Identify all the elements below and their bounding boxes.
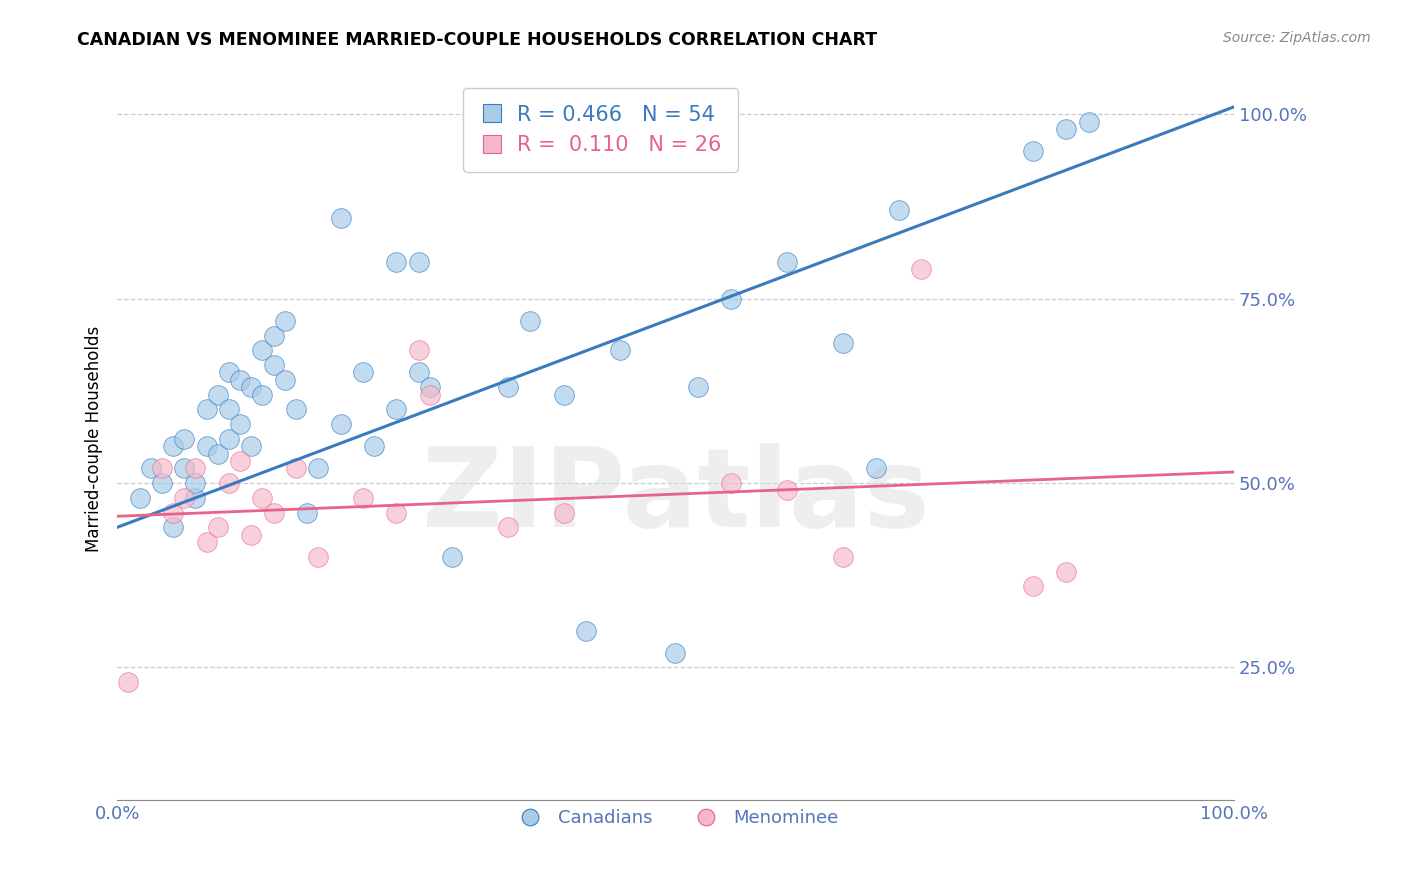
Point xyxy=(263,506,285,520)
Point xyxy=(184,461,207,475)
Point xyxy=(218,402,240,417)
Point xyxy=(408,366,430,380)
Point xyxy=(240,439,263,453)
Point xyxy=(385,255,408,269)
Point xyxy=(865,461,887,475)
Point xyxy=(173,491,195,505)
Point xyxy=(263,328,285,343)
Point xyxy=(173,461,195,475)
Point xyxy=(307,549,329,564)
Point xyxy=(252,343,274,358)
Point xyxy=(832,549,855,564)
Point xyxy=(195,439,218,453)
Point xyxy=(295,506,318,520)
Point xyxy=(229,454,252,468)
Point xyxy=(218,476,240,491)
Point xyxy=(128,491,150,505)
Text: CANADIAN VS MENOMINEE MARRIED-COUPLE HOUSEHOLDS CORRELATION CHART: CANADIAN VS MENOMINEE MARRIED-COUPLE HOU… xyxy=(77,31,877,49)
Point xyxy=(352,491,374,505)
Point xyxy=(496,380,519,394)
Point xyxy=(419,380,441,394)
Point xyxy=(776,483,799,498)
Point xyxy=(184,476,207,491)
Point xyxy=(1054,565,1077,579)
Point xyxy=(776,255,799,269)
Point xyxy=(720,292,742,306)
Point xyxy=(229,373,252,387)
Point xyxy=(1054,122,1077,136)
Point xyxy=(441,549,464,564)
Point xyxy=(207,520,229,534)
Point xyxy=(553,506,575,520)
Point xyxy=(162,506,184,520)
Point xyxy=(408,343,430,358)
Point xyxy=(419,387,441,401)
Point xyxy=(1077,114,1099,128)
Point xyxy=(150,476,173,491)
Point xyxy=(575,624,598,638)
Point xyxy=(832,335,855,350)
Point xyxy=(408,255,430,269)
Point xyxy=(173,432,195,446)
Point xyxy=(1022,579,1045,593)
Point xyxy=(496,520,519,534)
Legend: Canadians, Menominee: Canadians, Menominee xyxy=(505,802,846,835)
Point xyxy=(139,461,162,475)
Point xyxy=(195,402,218,417)
Point xyxy=(229,417,252,431)
Point xyxy=(195,535,218,549)
Point xyxy=(329,211,352,225)
Point xyxy=(240,380,263,394)
Point xyxy=(207,446,229,460)
Point xyxy=(240,527,263,541)
Point xyxy=(252,387,274,401)
Point xyxy=(307,461,329,475)
Y-axis label: Married-couple Households: Married-couple Households xyxy=(86,326,103,552)
Point xyxy=(519,314,541,328)
Text: Source: ZipAtlas.com: Source: ZipAtlas.com xyxy=(1223,31,1371,45)
Point xyxy=(910,262,932,277)
Point xyxy=(273,373,295,387)
Point xyxy=(664,646,686,660)
Point xyxy=(686,380,709,394)
Point xyxy=(363,439,385,453)
Text: ZIPatlas: ZIPatlas xyxy=(422,443,929,550)
Point xyxy=(218,366,240,380)
Point xyxy=(184,491,207,505)
Point xyxy=(284,402,307,417)
Point xyxy=(284,461,307,475)
Point xyxy=(720,476,742,491)
Point xyxy=(385,402,408,417)
Point xyxy=(273,314,295,328)
Point xyxy=(329,417,352,431)
Point xyxy=(252,491,274,505)
Point xyxy=(352,366,374,380)
Point xyxy=(162,439,184,453)
Point xyxy=(207,387,229,401)
Point xyxy=(887,203,910,218)
Point xyxy=(218,432,240,446)
Point xyxy=(117,675,139,690)
Point xyxy=(150,461,173,475)
Point xyxy=(609,343,631,358)
Point xyxy=(553,387,575,401)
Point xyxy=(263,358,285,372)
Point xyxy=(1022,144,1045,158)
Point xyxy=(385,506,408,520)
Point xyxy=(162,520,184,534)
